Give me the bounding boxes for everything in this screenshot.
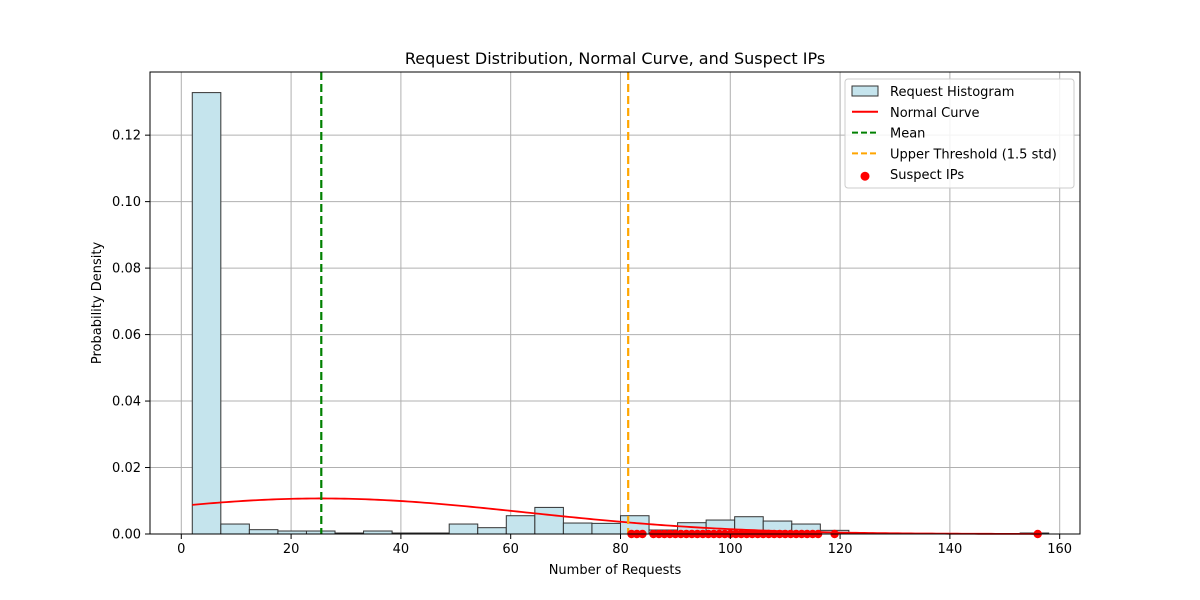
x-tick-label: 40 bbox=[393, 542, 410, 557]
histogram-bar bbox=[534, 506, 564, 535]
y-tick-label: 0.02 bbox=[112, 461, 141, 476]
legend-label: Suspect IPs bbox=[890, 168, 964, 183]
y-axis-ticks: 0.00 0.02 0.04 0.06 0.08 0.10 0.12 bbox=[112, 129, 150, 543]
y-tick-label: 0.08 bbox=[112, 262, 141, 277]
y-tick-label: 0.10 bbox=[112, 195, 141, 210]
legend-label: Normal Curve bbox=[890, 106, 980, 121]
x-tick-label: 60 bbox=[502, 542, 519, 557]
legend-label: Upper Threshold (1.5 std) bbox=[890, 147, 1057, 162]
normal-curve bbox=[192, 497, 1038, 535]
x-tick-label: 0 bbox=[177, 542, 185, 557]
legend: Request Histogram Normal Curve Mean Upper T… bbox=[844, 78, 1075, 189]
histogram-bar bbox=[248, 529, 279, 535]
y-tick-label: 0.12 bbox=[112, 129, 141, 144]
histogram-bar bbox=[220, 523, 250, 535]
histogram-bar bbox=[562, 522, 593, 535]
x-tick-label: 80 bbox=[612, 542, 629, 557]
normal-curve-layer bbox=[192, 497, 1038, 535]
legend-box bbox=[844, 78, 1075, 189]
legend-swatch-dot bbox=[860, 171, 870, 181]
x-tick-label: 100 bbox=[718, 542, 743, 557]
chart-title: Request Distribution, Normal Curve, and … bbox=[405, 49, 825, 68]
histogram-bar bbox=[591, 522, 621, 535]
legend-label: Mean bbox=[890, 127, 925, 142]
x-tick-label: 20 bbox=[283, 542, 300, 557]
x-tick-label: 140 bbox=[937, 542, 962, 557]
histogram-bar bbox=[191, 92, 222, 535]
x-axis-label: Number of Requests bbox=[549, 563, 682, 578]
reference-lines bbox=[320, 72, 630, 534]
legend-swatch-histogram bbox=[851, 85, 879, 97]
histogram-bar bbox=[477, 527, 507, 535]
histogram-bar bbox=[505, 515, 536, 535]
legend-label: Request Histogram bbox=[890, 85, 1014, 100]
histogram-bars bbox=[191, 92, 1050, 535]
y-axis-label: Probability Density bbox=[90, 242, 105, 365]
x-tick-label: 160 bbox=[1047, 542, 1072, 557]
y-tick-label: 0.04 bbox=[112, 395, 141, 410]
y-tick-label: 0.00 bbox=[112, 528, 141, 543]
y-tick-label: 0.06 bbox=[112, 328, 141, 343]
plot-frame bbox=[149, 71, 1081, 535]
histogram-bar bbox=[448, 523, 479, 535]
x-tick-label: 120 bbox=[828, 542, 853, 557]
x-axis-ticks: 0 20 40 60 80 100 120 140 160 bbox=[177, 534, 1072, 557]
